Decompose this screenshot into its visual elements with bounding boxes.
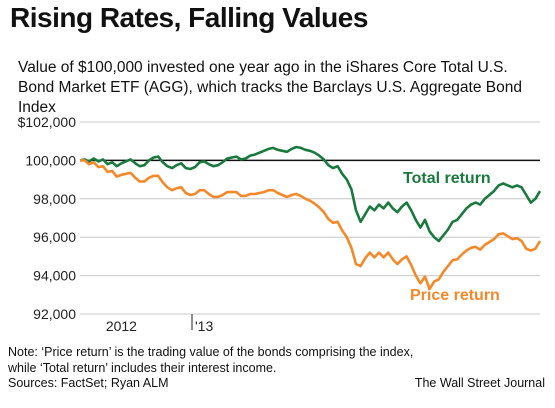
x-axis-ticks: 2012 '13 xyxy=(80,313,540,334)
chart-title: Rising Rates, Falling Values xyxy=(10,2,368,33)
series-lines xyxy=(79,145,542,291)
publication-credit: The Wall Street Journal xyxy=(414,376,545,390)
series-label-total-return: Total return xyxy=(403,170,491,187)
x-tick-label-13: '13 xyxy=(195,318,213,334)
x-tick-label-2012: 2012 xyxy=(106,318,137,334)
y-tick-label-92000: 92,000 xyxy=(33,306,76,322)
chart-subtitle: Value of $100,000 invested one year ago … xyxy=(18,59,522,116)
chart-note: Note: ‘Price return’ is the trading valu… xyxy=(8,345,414,375)
y-tick-label-102000: $102,000 xyxy=(18,114,77,130)
y-tick-label-98000: 98,000 xyxy=(33,191,76,207)
y-axis-ticks: 92,000 94,000 96,000 98,000 100,000 $102,000 xyxy=(18,114,77,322)
series-line-price-return xyxy=(80,159,542,291)
series-line-total-return xyxy=(79,145,542,243)
y-tick-label-94000: 94,000 xyxy=(33,268,76,284)
y-tick-label-96000: 96,000 xyxy=(33,229,76,245)
series-label-price-return: Price return xyxy=(410,287,500,304)
chart-sources: Sources: FactSet; Ryan ALM xyxy=(8,376,169,390)
series-labels: Total return Price return xyxy=(403,170,500,304)
y-tick-label-100000: 100,000 xyxy=(25,152,76,168)
